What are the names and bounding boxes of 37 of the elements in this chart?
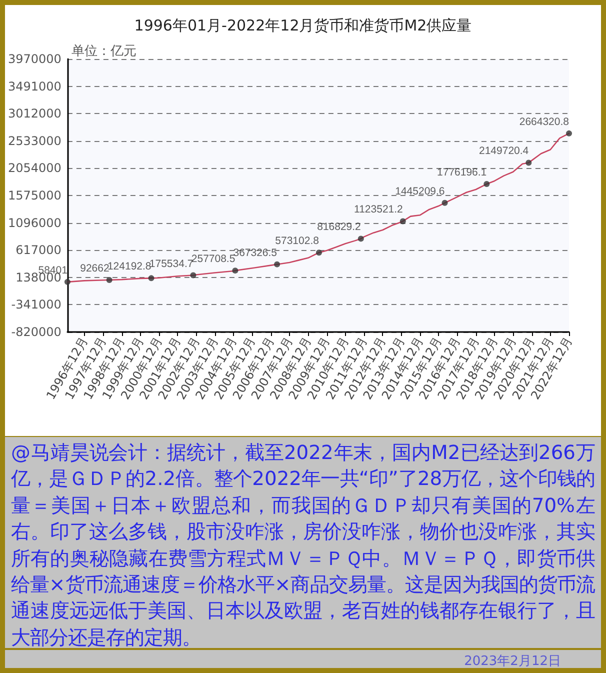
data-label: 257708.5 (191, 253, 236, 266)
data-label: 1445209.6 (395, 185, 445, 198)
data-label: 573102.8 (275, 235, 320, 248)
point (316, 250, 322, 256)
data-label: 2149720.4 (479, 145, 529, 158)
y-tick-label: 1575000 (8, 188, 62, 202)
y-tick-label: 3491000 (8, 79, 62, 94)
y-tick-label: -341000 (11, 298, 62, 312)
point (526, 160, 532, 166)
point (484, 181, 490, 188)
data-label: 816829.2 (317, 221, 362, 234)
text: 2023年2月12日 (464, 654, 561, 669)
y-tick-label: 2054000 (8, 161, 62, 176)
point (106, 276, 112, 283)
y-tick-label: 3012000 (8, 106, 62, 121)
y-tick-label: 1096000 (8, 216, 62, 230)
y-axis-title: 单位：亿元 (71, 44, 136, 59)
point (64, 278, 70, 285)
data-label: 367326.5 (233, 246, 278, 259)
data-label: 2664320.8 (519, 116, 570, 128)
point (358, 236, 364, 242)
point (232, 268, 238, 274)
point (566, 130, 572, 136)
point (190, 272, 196, 278)
y-tick-label: -820000 (11, 325, 62, 339)
text: @马靖昊说会计：据统计，截至2022年末，国内M2已经达到266万亿，是ＧＤＰ的2.2倍。整个2022年一共“印”了28万亿，这个印钱的量＝美国＋日本＋欧盟总和，而我国的ＧＤＰ却只有美国的70%左右。印了这么多钱，股市没咋涨，房价没咋涨，物价也没咋涨，其实所有的奥秘隐藏在费雪方程式ＭＶ＝ＰＱ中。ＭＶ＝ＰＱ，即货币供给量×货币流通速度＝价格水平×商品交易量。这是因为我国的货币流通速度远远低于美国、日本以及欧盟，老百姓的钱都存在银行了，且大部分还是存的定期。 (11, 440, 595, 651)
point (274, 261, 280, 268)
point (442, 200, 448, 206)
chart-title: 1996年01月-2022年12月货币和准货币M2供应量 (134, 16, 472, 34)
data-label: 1123521.2 (354, 204, 404, 216)
point (148, 275, 154, 282)
y-tick-label: 617000 (16, 243, 62, 258)
data-label: 1776196.1 (437, 166, 487, 179)
data-label: 92662 (80, 262, 110, 274)
point (400, 218, 406, 224)
y-tick-label: 3970000 (8, 52, 62, 66)
y-tick-label: 2533000 (8, 134, 62, 148)
